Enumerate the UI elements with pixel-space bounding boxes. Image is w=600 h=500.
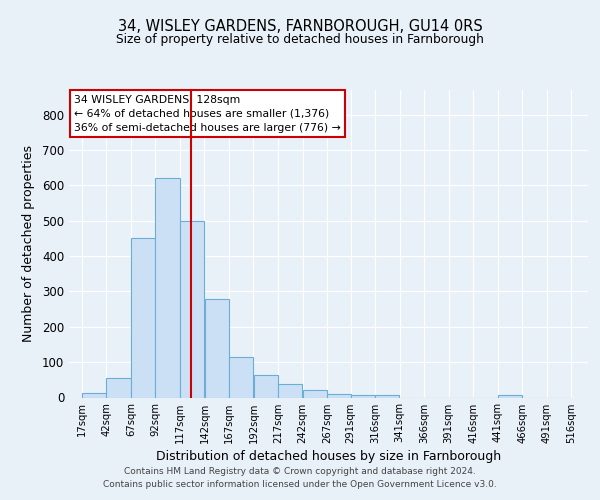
- Text: Contains public sector information licensed under the Open Government Licence v3: Contains public sector information licen…: [103, 480, 497, 489]
- X-axis label: Distribution of detached houses by size in Farnborough: Distribution of detached houses by size …: [156, 450, 501, 462]
- Bar: [254, 374, 278, 398]
- Text: 34, WISLEY GARDENS, FARNBOROUGH, GU14 0RS: 34, WISLEY GARDENS, FARNBOROUGH, GU14 0R…: [118, 19, 482, 34]
- Bar: [351, 394, 375, 398]
- Bar: [327, 394, 352, 398]
- Bar: [278, 384, 302, 398]
- Text: Size of property relative to detached houses in Farnborough: Size of property relative to detached ho…: [116, 32, 484, 46]
- Bar: [131, 238, 155, 398]
- Bar: [106, 378, 131, 398]
- Bar: [180, 221, 204, 398]
- Bar: [302, 390, 327, 398]
- Bar: [155, 178, 180, 398]
- Bar: [498, 394, 522, 398]
- Bar: [205, 298, 229, 398]
- Bar: [229, 357, 253, 398]
- Bar: [82, 394, 106, 398]
- Y-axis label: Number of detached properties: Number of detached properties: [22, 145, 35, 342]
- Text: Contains HM Land Registry data © Crown copyright and database right 2024.: Contains HM Land Registry data © Crown c…: [124, 467, 476, 476]
- Text: 34 WISLEY GARDENS: 128sqm
← 64% of detached houses are smaller (1,376)
36% of se: 34 WISLEY GARDENS: 128sqm ← 64% of detac…: [74, 94, 341, 132]
- Bar: [375, 394, 400, 398]
